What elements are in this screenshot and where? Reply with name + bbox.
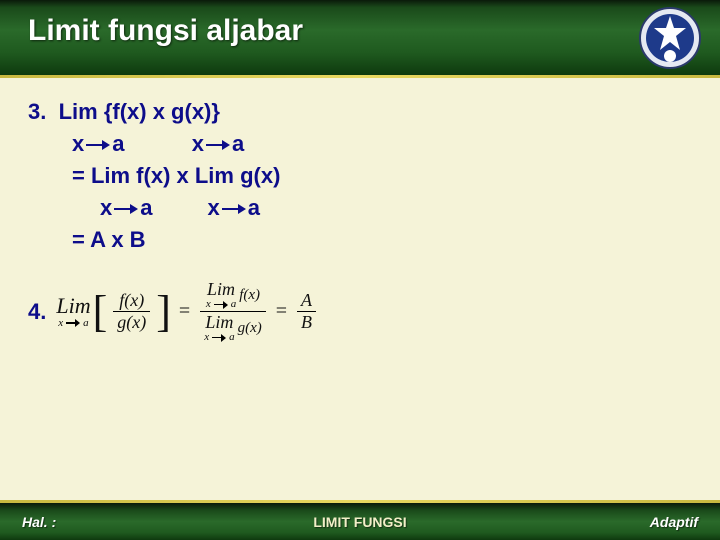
arrow-icon xyxy=(206,139,230,151)
equals-2: = xyxy=(270,300,293,323)
arrow-icon xyxy=(212,334,226,342)
rule-3-line3: = Lim f(x) x Lim g(x) xyxy=(28,160,692,192)
lim-sub: x a xyxy=(206,299,236,310)
lim-sub-var: x xyxy=(206,299,211,310)
frac2-top: Lim x a f(x) xyxy=(202,279,264,311)
lim-label: Lim xyxy=(56,295,90,317)
rule-3-lhs: Lim {f(x) x g(x)} xyxy=(59,99,220,124)
rule-4-block: 4. Lim x a [ f(x) g(x) ] = xyxy=(28,279,692,344)
footer-left: Hal. : xyxy=(22,514,56,530)
page-title: Limit fungsi aljabar xyxy=(28,14,303,48)
lim-label: Lim xyxy=(205,313,233,331)
rule-3-l2-to-right: a xyxy=(232,131,244,156)
frac2-top-f: f(x) xyxy=(239,287,260,304)
arrow-icon xyxy=(214,301,228,309)
right-bracket-icon: ] xyxy=(154,292,173,332)
lim-sub: x a xyxy=(204,332,234,343)
content-area: 3. Lim {f(x) x g(x)} x a x a = Lim f(x) x … xyxy=(0,78,720,344)
footer-band: Hal. : LIMIT FUNGSI Adaptif xyxy=(0,500,720,540)
rule-3-number: 3. xyxy=(28,99,46,124)
left-bracket-icon: [ xyxy=(91,292,110,332)
rule-3-line2: xa xa xyxy=(28,128,692,160)
lim-sub-to: a xyxy=(229,332,235,343)
tut-wuri-handayani-logo-icon xyxy=(638,6,702,70)
frac-fx-gx: f(x) g(x) xyxy=(113,290,150,335)
frac1-top: f(x) xyxy=(115,290,148,312)
rule-3-line4: xa xa xyxy=(28,192,692,224)
rule-3-line1: 3. Lim {f(x) x g(x)} xyxy=(28,96,692,128)
frac2-bot: Lim x a g(x) xyxy=(200,312,266,344)
equals-1: = xyxy=(173,300,196,323)
frac1-bot: g(x) xyxy=(113,312,150,334)
lim-sub-var: x xyxy=(204,332,209,343)
lim-sub-to: a xyxy=(231,299,237,310)
lim-sub-to: a xyxy=(83,318,89,329)
lim-label: Lim xyxy=(207,280,235,298)
arrow-icon xyxy=(86,139,110,151)
arrow-icon xyxy=(114,203,138,215)
frac3-top: A xyxy=(297,290,316,312)
footer-right: Adaptif xyxy=(650,514,698,530)
lim-top-num: Lim x a xyxy=(206,280,236,310)
rule-3-l4-var-left: x xyxy=(100,195,112,220)
rule-3-l4-to-right: a xyxy=(248,195,260,220)
slide-container: Limit fungsi aljabar 3. Lim {f(x) x g(x)… xyxy=(0,0,720,540)
rule-4-number: 4. xyxy=(28,299,46,325)
rule-4-formula: Lim x a [ f(x) g(x) ] = xyxy=(56,279,320,344)
header-band: Limit fungsi aljabar xyxy=(0,0,720,78)
arrow-icon xyxy=(66,319,80,327)
frac-lims: Lim x a f(x) Lim xyxy=(200,279,266,344)
lim-sub-var: x xyxy=(58,318,63,329)
rule-3-l4-to-left: a xyxy=(140,195,152,220)
frac2-bot-g: g(x) xyxy=(238,320,262,337)
lim-outer: Lim x a xyxy=(56,295,90,329)
frac3-bot: B xyxy=(297,312,316,334)
rule-3-l2-to-left: a xyxy=(112,131,124,156)
rule-3-l4-var-right: x xyxy=(208,195,220,220)
footer-center: LIMIT FUNGSI xyxy=(313,514,406,530)
frac-ab: A B xyxy=(297,290,316,335)
rule-3-line5: = A x B xyxy=(28,224,692,256)
rule-3-block: 3. Lim {f(x) x g(x)} x a x a = Lim f(x) x … xyxy=(28,96,692,255)
rule-3-l2-var-right: x xyxy=(192,131,204,156)
rule-3-l2-var-left: x xyxy=(72,131,84,156)
arrow-icon xyxy=(222,203,246,215)
lim-sub: x a xyxy=(58,318,88,329)
lim-bot-num: Lim x a xyxy=(204,313,234,343)
